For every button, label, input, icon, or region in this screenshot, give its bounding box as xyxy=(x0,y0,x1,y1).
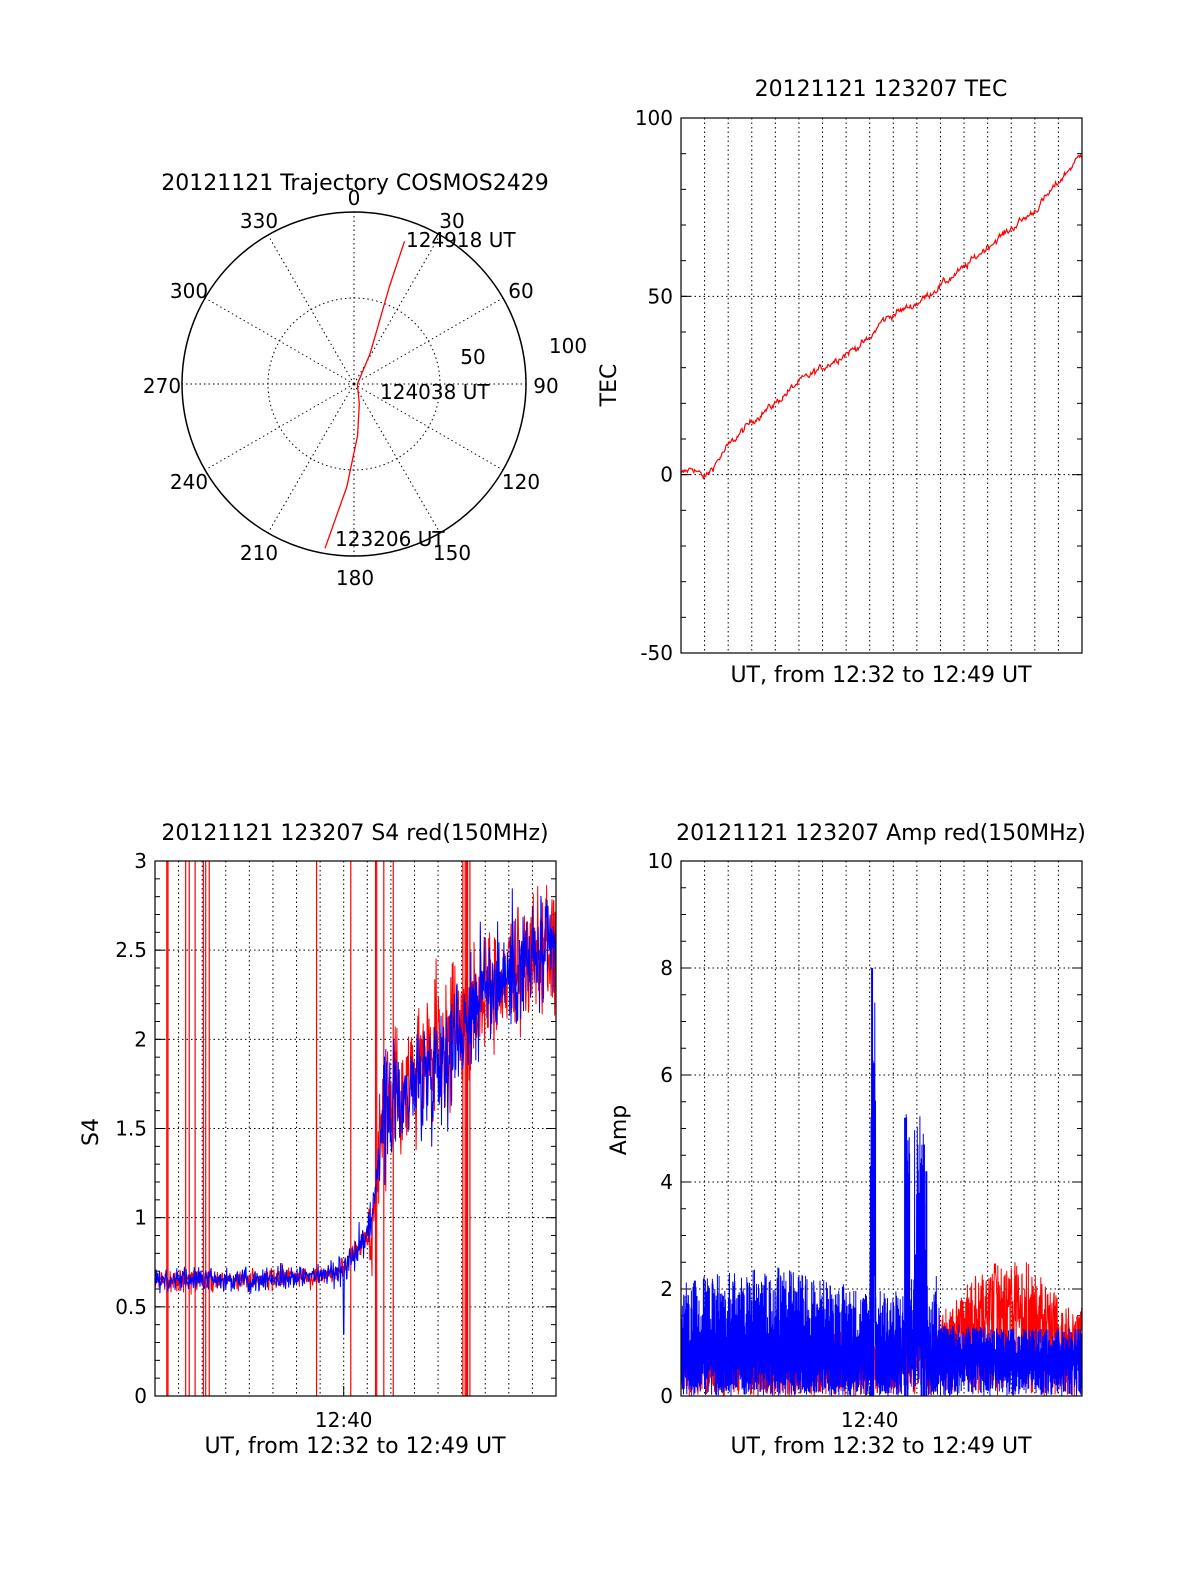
azimuth-label: 300 xyxy=(170,279,208,303)
amp-panel: 20121121 123207 Amp red(150MHz) UT, from… xyxy=(607,821,1086,1459)
azimuth-label: 150 xyxy=(433,541,471,565)
azimuth-label: 240 xyxy=(170,470,208,494)
amp-blue-series xyxy=(681,1002,1082,1396)
y-tick-label: 0 xyxy=(660,463,673,487)
y-tick-label: 0.5 xyxy=(115,1295,147,1319)
amp-x-label: UT, from 12:32 to 12:49 UT xyxy=(730,1434,1032,1459)
azimuth-label: 120 xyxy=(502,470,540,494)
plot-frame xyxy=(680,117,1083,654)
spoke xyxy=(267,383,355,534)
tec-x-label: UT, from 12:32 to 12:49 UT xyxy=(730,663,1032,688)
y-tick-label: 100 xyxy=(635,106,673,130)
y-tick-label: 4 xyxy=(660,1170,673,1194)
y-tick-label: 2 xyxy=(134,1027,147,1051)
y-tick-label: 0 xyxy=(134,1384,147,1408)
azimuth-label: 180 xyxy=(336,566,374,590)
azimuth-label: 30 xyxy=(439,209,464,233)
plot-frame xyxy=(154,860,557,1397)
trajectory-title: 20121121 Trajectory COSMOS2429 xyxy=(161,171,548,196)
azimuth-label: 90 xyxy=(533,374,558,398)
azimuth-label: 270 xyxy=(143,374,181,398)
spoke xyxy=(353,383,441,534)
s4-blue-series xyxy=(155,888,556,1335)
annotation-end-time: 124918 UT xyxy=(406,228,516,252)
radial-label: 100 xyxy=(549,334,587,358)
azimuth-label: 330 xyxy=(240,209,278,233)
spoke xyxy=(204,297,355,385)
x-tick-label: 12:40 xyxy=(841,1408,899,1432)
annotation-mid-time: 124038 UT xyxy=(380,380,490,404)
tec-series-line xyxy=(680,153,1083,480)
spoke xyxy=(353,234,441,385)
y-tick-label: 1 xyxy=(134,1206,147,1230)
y-tick-label: 8 xyxy=(660,956,673,980)
x-tick-label: 12:40 xyxy=(315,1408,373,1432)
spoke xyxy=(353,383,504,471)
trajectory-panel: 20121121 Trajectory COSMOS2429 0 30 60 90 12… xyxy=(143,171,587,590)
spoke xyxy=(204,383,355,471)
s4-x-label: UT, from 12:32 to 12:49 UT xyxy=(204,1434,506,1459)
y-tick-label: 0 xyxy=(660,1384,673,1408)
tec-panel: 20121121 123207 TEC UT, from 12:32 to 12… xyxy=(597,77,1083,688)
s4-panel: 20121121 123207 S4 red(150MHz) UT, from … xyxy=(79,821,557,1459)
y-tick-label: 50 xyxy=(648,284,673,308)
radial-label: 50 xyxy=(460,345,485,369)
amp-y-label: Amp xyxy=(607,1105,632,1155)
trajectory-line xyxy=(324,241,406,549)
amp-title: 20121121 123207 Amp red(150MHz) xyxy=(676,821,1086,846)
annotation-start-time: 123206 UT xyxy=(335,527,445,551)
tec-y-label: TEC xyxy=(597,364,622,408)
spoke xyxy=(267,234,355,385)
s4-y-label: S4 xyxy=(79,1118,104,1146)
y-tick-label: 2 xyxy=(660,1277,673,1301)
s4-red-series xyxy=(155,885,556,1295)
s4-title: 20121121 123207 S4 red(150MHz) xyxy=(161,821,548,846)
spoke xyxy=(353,297,504,385)
y-tick-label: 6 xyxy=(660,1063,673,1087)
y-tick-label: 2.5 xyxy=(115,938,147,962)
plot-frame xyxy=(680,860,1083,1397)
tec-title: 20121121 123207 TEC xyxy=(755,77,1008,102)
azimuth-label: 0 xyxy=(348,186,361,210)
azimuth-label: 210 xyxy=(240,541,278,565)
azimuth-label: 60 xyxy=(508,279,533,303)
y-tick-label: 10 xyxy=(648,849,673,873)
y-tick-label: -50 xyxy=(640,641,673,665)
y-tick-label: 3 xyxy=(134,849,147,873)
y-tick-label: 1.5 xyxy=(115,1117,147,1141)
amp-plot-area xyxy=(681,968,1082,1396)
s4-plot-area xyxy=(155,861,556,1396)
